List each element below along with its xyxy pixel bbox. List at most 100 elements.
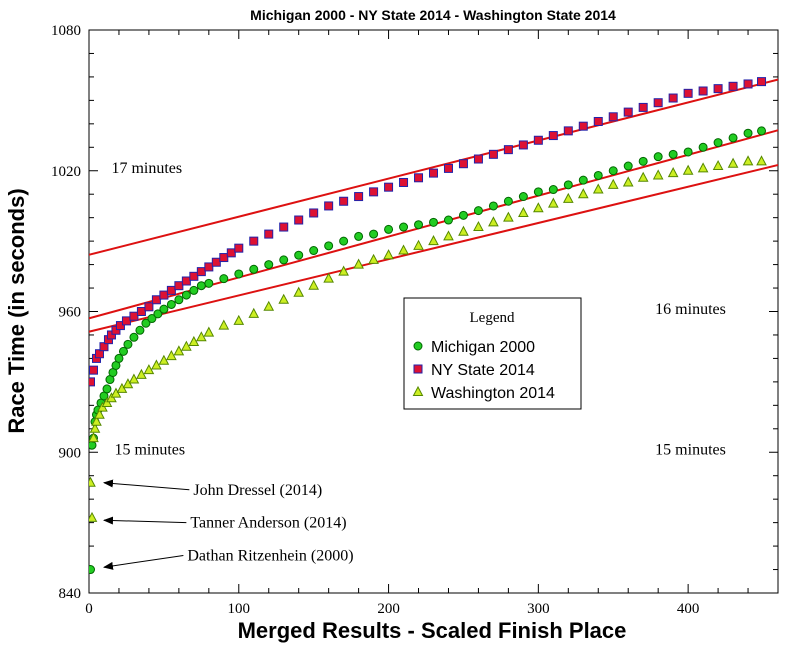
data-point xyxy=(123,339,133,349)
arrow-label: John Dressel (2014) xyxy=(193,482,322,499)
annotation-arrow xyxy=(102,516,187,525)
legend-marker xyxy=(413,364,423,374)
data-point xyxy=(219,274,229,284)
data-point xyxy=(743,79,753,89)
data-point xyxy=(547,197,559,208)
legend-marker xyxy=(412,385,424,396)
data-point xyxy=(144,302,154,312)
y-tick-label: 1080 xyxy=(51,23,81,39)
data-point xyxy=(414,173,424,183)
data-point xyxy=(458,225,469,236)
data-point xyxy=(204,262,214,272)
data-point xyxy=(135,325,145,335)
data-point xyxy=(668,149,678,159)
data-point xyxy=(622,176,634,187)
data-point xyxy=(339,196,349,206)
data-point xyxy=(189,271,199,281)
data-point xyxy=(503,145,513,155)
series-ny-state-2014 xyxy=(89,77,767,387)
data-point xyxy=(384,182,394,192)
data-point xyxy=(94,408,105,419)
data-point xyxy=(713,84,723,94)
data-point xyxy=(226,248,236,258)
data-point xyxy=(488,149,498,159)
data-point xyxy=(667,167,679,178)
chart-title: Michigan 2000 - NY State 2014 - Washingt… xyxy=(250,7,616,23)
data-point xyxy=(384,224,394,234)
data-point xyxy=(428,235,439,246)
arrow-label: Dathan Ritzenhein (2000) xyxy=(187,547,353,564)
data-point xyxy=(309,246,319,256)
data-point xyxy=(324,201,334,211)
data-point xyxy=(398,244,409,255)
annotation-arrow xyxy=(102,479,190,491)
data-point xyxy=(115,321,125,331)
data-point xyxy=(278,293,290,304)
data-point xyxy=(324,241,334,251)
data-point xyxy=(153,309,163,319)
data-point xyxy=(323,272,334,283)
data-point xyxy=(399,177,409,187)
data-point xyxy=(279,255,289,265)
data-point xyxy=(249,236,259,246)
data-point xyxy=(166,285,176,295)
data-point xyxy=(353,258,364,269)
data-point xyxy=(181,276,191,286)
data-point xyxy=(129,311,139,321)
x-tick-label: 300 xyxy=(527,601,550,617)
data-point xyxy=(607,178,619,189)
data-point xyxy=(114,353,124,363)
data-point xyxy=(757,77,767,87)
y-axis-title: Race Time (in seconds) xyxy=(4,188,29,433)
data-points xyxy=(89,77,767,575)
data-point xyxy=(682,164,694,175)
data-point xyxy=(354,231,364,241)
data-point xyxy=(503,196,513,206)
data-point xyxy=(399,222,409,232)
data-point xyxy=(533,135,543,145)
data-point xyxy=(563,180,573,190)
data-point xyxy=(637,171,649,182)
data-point xyxy=(309,208,319,218)
arrow-label: Tanner Anderson (2014) xyxy=(190,515,346,532)
data-point xyxy=(429,217,438,227)
data-point xyxy=(533,187,543,197)
legend: Legend Michigan 2000 NY State 2014 Washing… xyxy=(403,297,582,410)
data-point xyxy=(338,265,349,276)
data-point xyxy=(89,476,96,487)
data-point xyxy=(354,192,364,202)
data-point xyxy=(727,157,739,168)
x-tick-label: 200 xyxy=(377,601,400,617)
data-point xyxy=(264,229,274,239)
annotation-arrow xyxy=(102,554,184,570)
data-point xyxy=(533,202,544,213)
arrow-annotations: John Dressel (2014) Tanner Anderson (2014… xyxy=(102,479,354,570)
data-point xyxy=(728,133,738,143)
data-point xyxy=(159,290,169,300)
annotation-text: 15 minutes xyxy=(655,442,726,459)
data-point xyxy=(518,206,529,217)
legend-label: NY State 2014 xyxy=(431,362,535,379)
data-point xyxy=(742,155,754,166)
y-tick-label: 1020 xyxy=(51,164,81,180)
data-point xyxy=(234,243,244,253)
data-point xyxy=(562,192,574,203)
data-point xyxy=(293,286,305,297)
data-point xyxy=(151,295,161,305)
data-point xyxy=(757,126,767,136)
data-point xyxy=(443,163,453,173)
data-point xyxy=(414,220,424,230)
data-point xyxy=(473,206,483,216)
data-point xyxy=(652,169,664,180)
data-point xyxy=(368,253,379,264)
data-point xyxy=(369,229,379,239)
data-point xyxy=(89,365,98,375)
data-point xyxy=(518,140,528,150)
data-point xyxy=(653,98,663,108)
x-tick-label: 400 xyxy=(677,601,700,617)
data-point xyxy=(147,314,157,324)
data-point xyxy=(593,116,603,126)
data-point xyxy=(697,162,709,173)
data-point xyxy=(264,260,274,270)
